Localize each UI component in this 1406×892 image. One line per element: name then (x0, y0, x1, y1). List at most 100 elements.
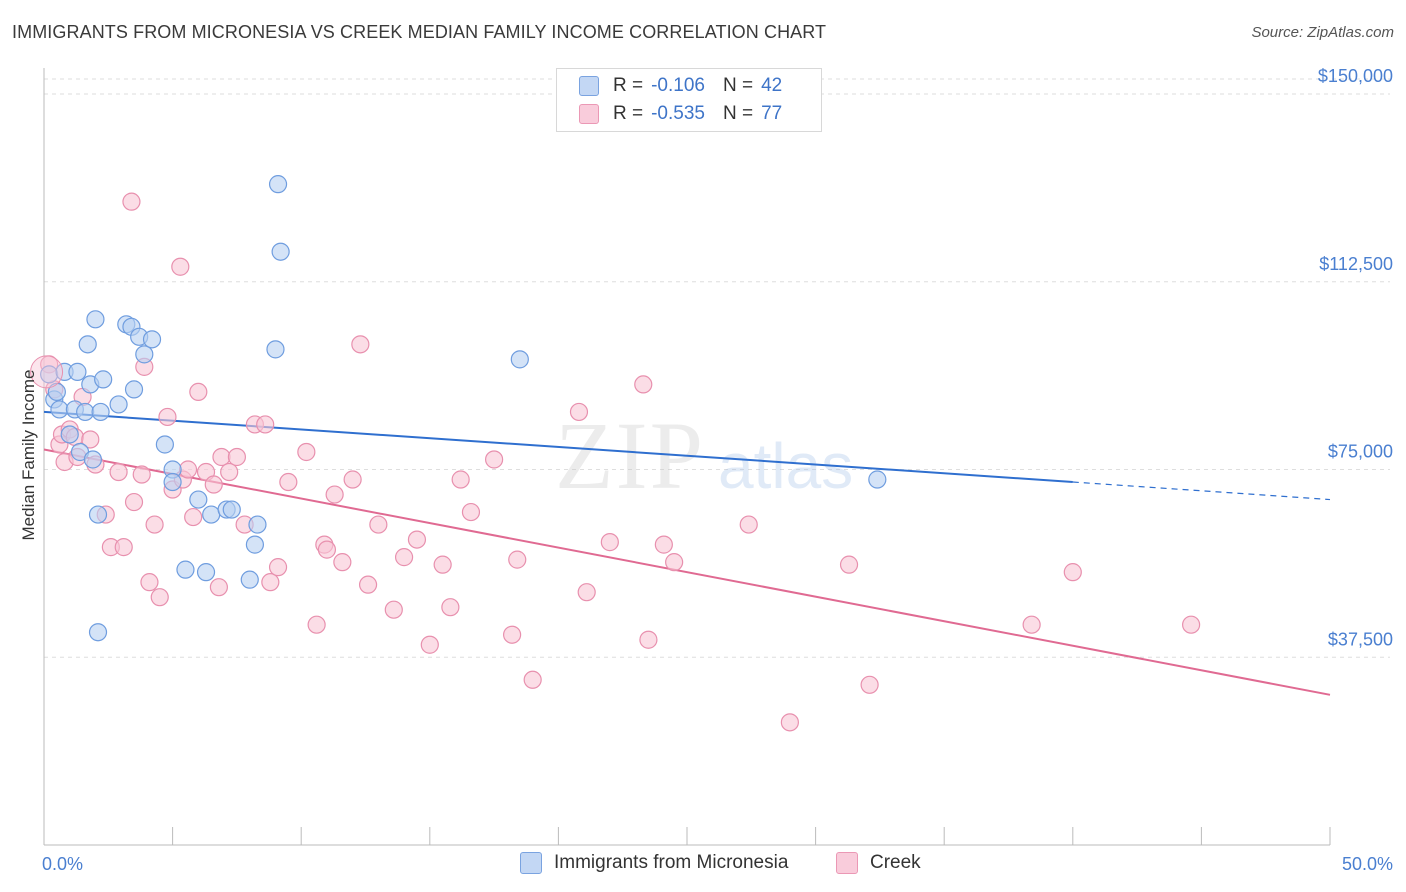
creek-point (351, 335, 370, 354)
creek-point (461, 502, 481, 522)
creek-point (451, 470, 470, 489)
micronesia-point (240, 570, 259, 589)
creek-point (508, 550, 527, 569)
creek-point (577, 583, 596, 602)
creek-point (639, 630, 658, 649)
creek-point (189, 382, 208, 402)
micronesia-point (124, 380, 144, 399)
micronesia-point (176, 560, 195, 579)
legend-n-value: 77 (761, 103, 783, 124)
creek-point (145, 515, 164, 534)
legend-swatch-pink (579, 104, 599, 124)
creek-point (132, 465, 151, 484)
legend-label: Creek (870, 852, 921, 873)
micronesia-point (510, 350, 529, 369)
micronesia-point (83, 450, 102, 469)
creek-point (333, 553, 352, 572)
creek-point (124, 492, 144, 512)
micronesia-point (47, 382, 66, 402)
creek-point (317, 540, 337, 559)
creek-point (122, 192, 141, 211)
creek-point (569, 402, 589, 422)
micronesia-point (60, 425, 79, 444)
legend-label: Immigrants from Micronesia (554, 852, 789, 873)
creek-point (503, 625, 522, 644)
micronesia-point (94, 370, 113, 389)
legend-row-micronesia: R = -0.106 N = 42 (579, 72, 782, 100)
micronesia-point (202, 505, 221, 524)
creek-point (394, 548, 414, 567)
creek-point (171, 257, 190, 276)
creek-point (279, 472, 298, 492)
micronesia-point (266, 340, 285, 359)
creek-point (485, 450, 504, 469)
legend-r-label: R = (613, 103, 644, 124)
micronesia-point (135, 345, 154, 364)
creek-point (358, 575, 378, 594)
creek-point (433, 555, 452, 574)
creek-point (184, 507, 203, 527)
creek-point (1182, 615, 1201, 634)
creek-point (109, 462, 128, 482)
creek-trend-line (43, 448, 1331, 696)
creek-point (297, 442, 316, 462)
creek-point (384, 600, 403, 619)
creek-point (256, 415, 275, 434)
micronesia-point (163, 472, 182, 492)
legend-swatch-blue (579, 76, 599, 96)
creek-point (420, 635, 439, 654)
grid-lines (44, 78, 1390, 658)
legend-swatch-pink (836, 852, 858, 874)
micronesia-point (271, 242, 290, 261)
creek-point (1022, 615, 1041, 634)
creek-point (307, 615, 326, 634)
creek-point (178, 460, 198, 479)
micronesia-point (50, 400, 69, 419)
legend-r-value: -0.535 (651, 103, 705, 124)
creek-point (140, 573, 159, 592)
legend-n-label: N = (722, 75, 754, 96)
micronesia-point (196, 563, 216, 582)
creek-point (665, 553, 684, 572)
legend-swatch-blue (520, 852, 542, 874)
creek-point (30, 355, 64, 389)
y-tick-label: $75,000 (1328, 442, 1393, 462)
legend-n-value: 42 (761, 75, 783, 96)
creek-point (1063, 563, 1082, 582)
legend-item-creek: Creek (836, 852, 921, 874)
creek-point (158, 407, 177, 427)
trend-lines (43, 410, 1331, 696)
creek-point (780, 713, 799, 732)
creek-point (212, 447, 231, 467)
creek-point (220, 462, 239, 482)
micronesia-point (245, 535, 265, 554)
micronesia-point (248, 515, 267, 534)
tick-labels: $37,500 $75,000 $112,500 $150,000 0.0% 50.0% (42, 66, 1393, 874)
creek-point (227, 447, 246, 467)
micronesia-trend-line (43, 410, 1073, 484)
creek-point (860, 675, 879, 694)
micronesia-point (86, 310, 105, 329)
creek-point (600, 533, 619, 552)
creek-point (523, 670, 542, 689)
y-tick-label: $112,500 (1319, 254, 1393, 274)
micronesia-point (88, 623, 108, 642)
axes (43, 68, 1331, 846)
micronesia-point (142, 330, 162, 349)
creek-point (150, 588, 169, 607)
creek-point (441, 598, 460, 617)
creek-point (261, 573, 280, 592)
data-points (30, 175, 1201, 732)
creek-point (268, 558, 288, 577)
creek-point (114, 538, 133, 557)
x-tick-label: 50.0% (1342, 854, 1393, 874)
correlation-legend: R = -0.106 N = 42 R = -0.535 N = 77 (556, 68, 822, 132)
micronesia-point (189, 490, 208, 509)
creek-point (407, 530, 427, 549)
y-axis-label: Median Family Income (19, 369, 38, 540)
source-label: Source: ZipAtlas.com (1251, 24, 1394, 41)
creek-point (739, 515, 758, 534)
creek-point (343, 470, 362, 489)
legend-r-value: -0.106 (651, 75, 705, 96)
